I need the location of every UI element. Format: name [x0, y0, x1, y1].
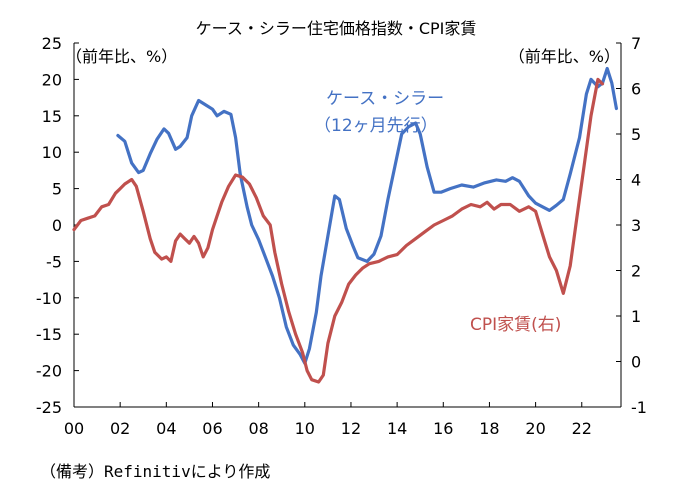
case-shiller-sublabel: （12ヶ月先行）	[314, 116, 438, 136]
x-tick-label: 14	[387, 419, 407, 438]
left-tick-label: -25	[36, 398, 62, 417]
x-tick-label: 02	[110, 419, 130, 438]
x-tick-label: 10	[295, 419, 315, 438]
left-tick-label: -15	[36, 325, 62, 344]
right-tick-label: 0	[631, 353, 641, 372]
right-tick-label: 2	[631, 262, 641, 281]
right-tick-label: 3	[631, 216, 641, 235]
left-axis-unit: （前年比、%）	[66, 47, 177, 66]
x-tick-label: 22	[572, 419, 592, 438]
chart-title: ケース・シラー住宅価格指数・CPI家賃	[196, 19, 477, 38]
cpi-rent-line	[72, 77, 605, 384]
axes	[73, 42, 622, 408]
left-tick-label: 15	[42, 107, 62, 126]
left-tick-label: 5	[52, 180, 62, 199]
x-tick-label: 06	[202, 419, 222, 438]
source-note: （備考）Refinitivにより作成	[40, 462, 271, 481]
right-tick-label: -1	[631, 398, 647, 417]
left-tick-label: -10	[36, 289, 62, 308]
x-tick-label: 04	[156, 419, 176, 438]
cpi-rent-label: CPI家賃(右)	[470, 315, 561, 335]
right-tick-label: 1	[631, 307, 641, 326]
x-tick-label: 00	[64, 419, 84, 438]
right-tick-label: 4	[631, 171, 641, 190]
x-tick-label: 18	[479, 419, 499, 438]
left-tick-label: 10	[42, 143, 62, 162]
x-tick-label: 08	[248, 419, 268, 438]
case-shiller-line	[116, 66, 619, 365]
x-tick-label: 16	[433, 419, 453, 438]
right-tick-label: 7	[631, 34, 641, 53]
left-tick-label: -20	[36, 362, 62, 381]
right-tick-label: 6	[631, 80, 641, 99]
right-axis-unit: （前年比、%）	[509, 47, 620, 66]
case-shiller-label: ケース・シラー	[326, 89, 444, 109]
x-tick-label: 12	[341, 419, 361, 438]
left-tick-label: 25	[42, 34, 62, 53]
series-lines	[72, 66, 619, 384]
left-tick-label: 20	[42, 70, 62, 89]
left-tick-label: 0	[52, 216, 62, 235]
x-tick-label: 20	[525, 419, 545, 438]
left-tick-label: -5	[46, 252, 62, 271]
right-tick-label: 5	[631, 125, 641, 144]
